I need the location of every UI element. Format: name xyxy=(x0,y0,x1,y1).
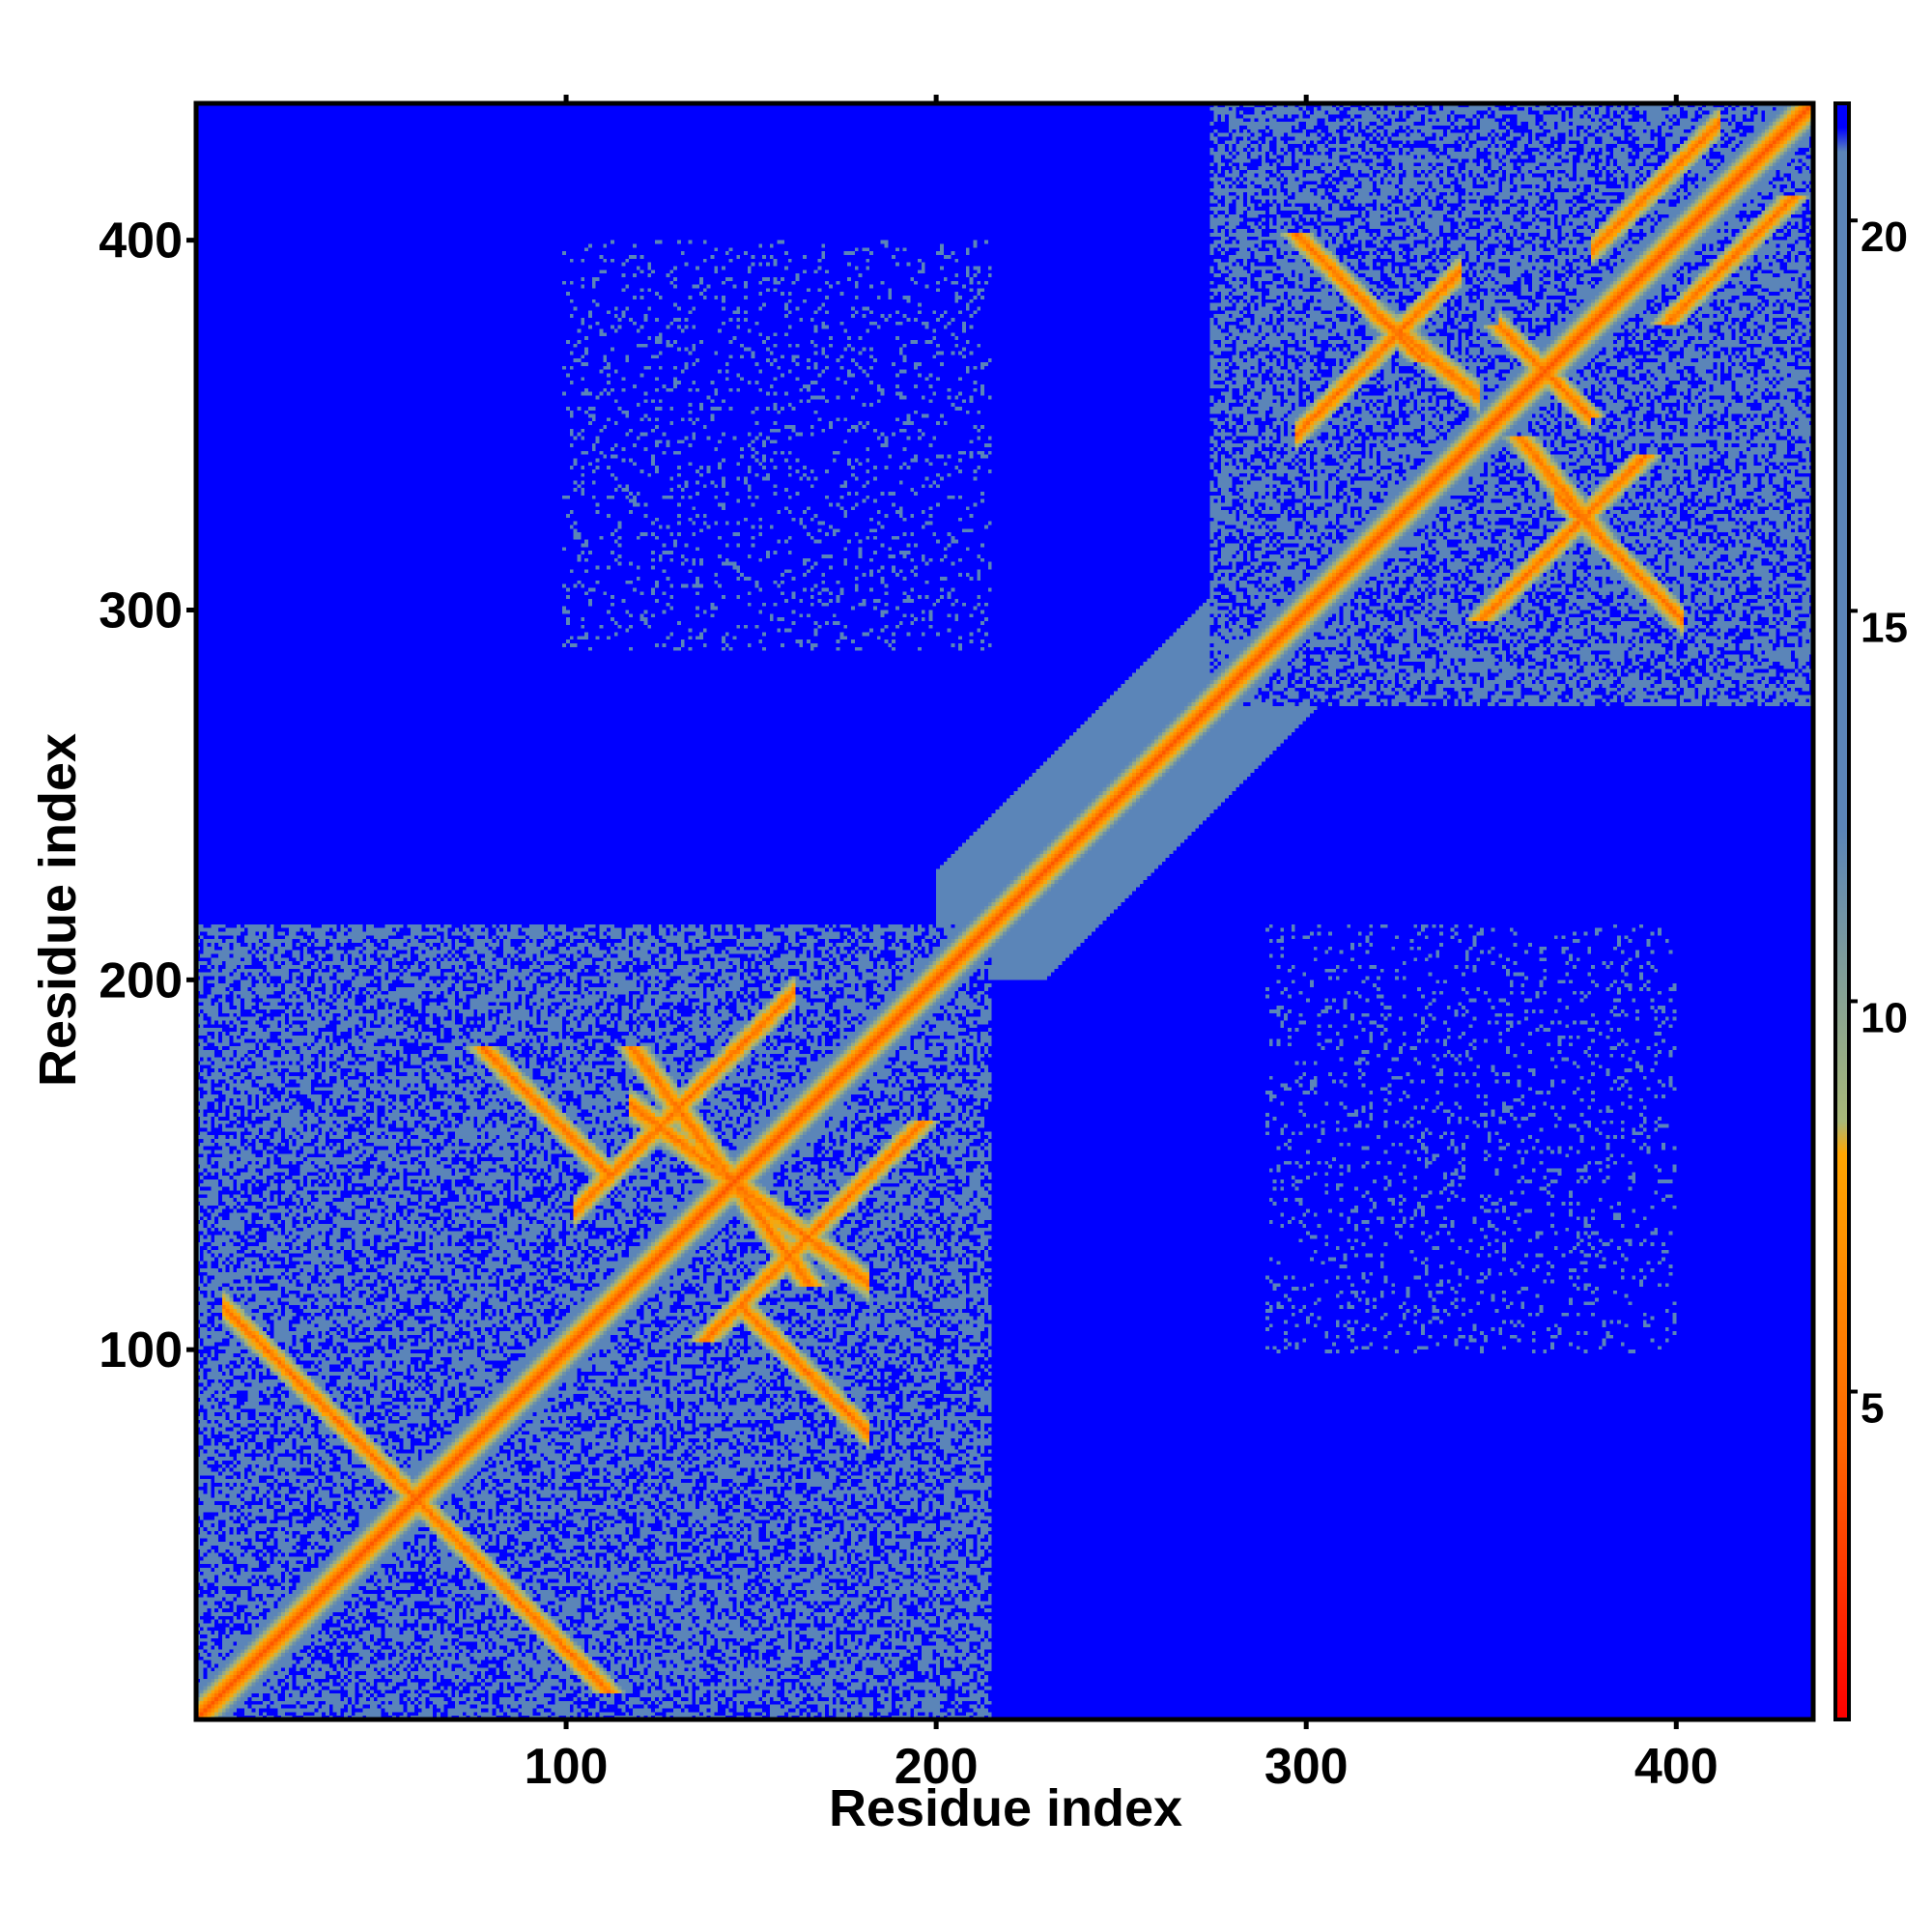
x-axis-ticks: 100 200 300 400 xyxy=(525,95,1719,1795)
x-tick-label: 400 xyxy=(1634,1739,1719,1795)
x-axis-label: Residue index xyxy=(829,1779,1182,1837)
heatmap-layer xyxy=(196,103,1813,1719)
colorbar-tick-label: 15 xyxy=(1861,604,1908,651)
heatmap-image xyxy=(196,103,1813,1719)
y-axis-ticks: 100 200 300 400 xyxy=(99,213,196,1378)
colorbar-tick-label: 5 xyxy=(1861,1385,1884,1433)
colorbar: 5 10 15 20 xyxy=(1833,101,1908,1721)
y-tick-label: 100 xyxy=(99,1322,183,1378)
y-tick-label: 400 xyxy=(99,213,183,270)
x-tick-label: 100 xyxy=(525,1739,609,1795)
colorbar-tick-label: 20 xyxy=(1861,213,1908,261)
colorbar-tick-label: 10 xyxy=(1861,994,1908,1041)
y-axis-label: Residue index xyxy=(29,733,87,1087)
y-tick-label: 300 xyxy=(99,582,183,639)
x-tick-label: 200 xyxy=(895,1739,979,1795)
y-tick-label: 200 xyxy=(99,952,183,1009)
x-tick-label: 300 xyxy=(1264,1739,1349,1795)
plot-frame xyxy=(193,100,1816,1722)
plot-border xyxy=(193,100,1816,1722)
colorbar-bar xyxy=(1833,101,1851,1721)
